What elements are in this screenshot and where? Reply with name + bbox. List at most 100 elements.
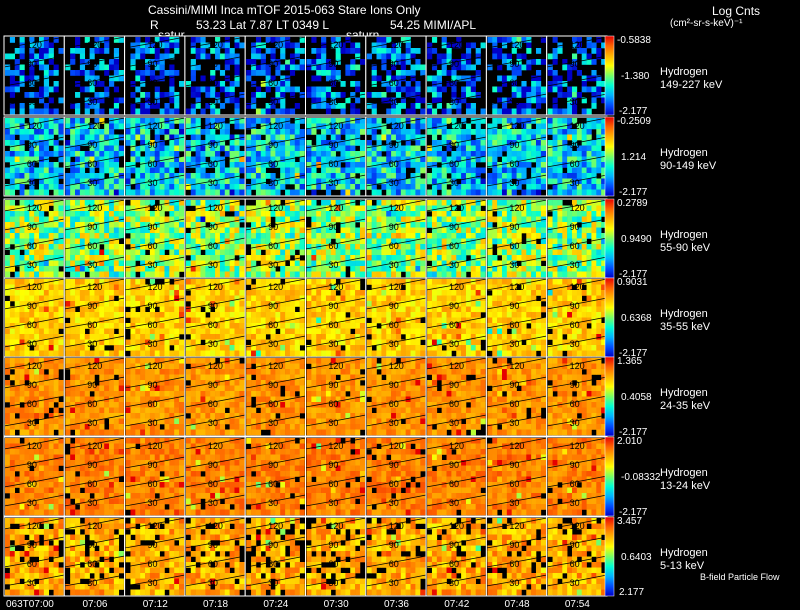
contour-label: 30 bbox=[208, 578, 218, 588]
contour-label: 30 bbox=[570, 498, 580, 508]
contour-label: 60 bbox=[148, 479, 158, 489]
colorbar-min-label: -2.177 bbox=[619, 188, 647, 198]
contour-label: 60 bbox=[328, 479, 338, 489]
contour-label: 60 bbox=[389, 159, 399, 169]
contour-label: 60 bbox=[268, 320, 278, 330]
contour-label: 30 bbox=[449, 418, 459, 428]
contour-label: 90 bbox=[449, 301, 459, 311]
contour-label: 120 bbox=[570, 361, 585, 371]
channel-row: 1209060301209060301209060301209060301209… bbox=[4, 437, 607, 516]
contour-label: 30 bbox=[148, 498, 158, 508]
contour-label: 90 bbox=[148, 301, 158, 311]
channel-energy-label: 149-227 keV bbox=[660, 79, 722, 92]
contour-label: 60 bbox=[328, 559, 338, 569]
contour-label: 90 bbox=[328, 222, 338, 232]
contour-label: 60 bbox=[148, 78, 158, 88]
contour-label: 30 bbox=[570, 418, 580, 428]
contour-label: 30 bbox=[148, 97, 158, 107]
contour-label: 120 bbox=[87, 521, 102, 531]
contour-label: 90 bbox=[389, 59, 399, 69]
channel-row: 1209060301209060301209060301209060301209… bbox=[4, 36, 607, 115]
contour-label: 60 bbox=[27, 559, 37, 569]
channel-species-label: Hydrogen bbox=[660, 308, 708, 321]
contour-label: 120 bbox=[570, 121, 585, 131]
contour-label: 30 bbox=[268, 578, 278, 588]
contour-label: 60 bbox=[449, 320, 459, 330]
contour-label: 30 bbox=[87, 339, 97, 349]
contour-label: 60 bbox=[328, 399, 338, 409]
contour-label: 120 bbox=[27, 203, 42, 213]
contour-label: 30 bbox=[148, 260, 158, 270]
contour-label: 60 bbox=[27, 159, 37, 169]
contour-label: 120 bbox=[509, 40, 524, 50]
colorbar-mid-label: 0.9490 bbox=[621, 235, 652, 245]
contour-label: 60 bbox=[208, 78, 218, 88]
contour-label: 120 bbox=[389, 521, 404, 531]
contour-label: 120 bbox=[87, 40, 102, 50]
contour-label: 120 bbox=[208, 361, 223, 371]
contour-label: 120 bbox=[27, 121, 42, 131]
colorbar-mid-label: 0.6403 bbox=[621, 553, 652, 563]
contour-label: 120 bbox=[87, 361, 102, 371]
contour-label: 60 bbox=[87, 559, 97, 569]
contour-label: 120 bbox=[389, 203, 404, 213]
contour-label: 120 bbox=[328, 40, 343, 50]
contour-label: 30 bbox=[570, 578, 580, 588]
contour-label: 60 bbox=[87, 320, 97, 330]
contour-label: 60 bbox=[148, 559, 158, 569]
colorbar bbox=[605, 36, 614, 115]
contour-label: 120 bbox=[328, 361, 343, 371]
contour-label: 30 bbox=[208, 498, 218, 508]
contour-label: 30 bbox=[148, 578, 158, 588]
colorbar bbox=[605, 117, 614, 196]
contour-label: 90 bbox=[87, 301, 97, 311]
contour-label: 120 bbox=[27, 361, 42, 371]
contour-label: 30 bbox=[148, 178, 158, 188]
channel-row: 1209060301209060301209060301209060301209… bbox=[4, 278, 607, 357]
contour-label: 30 bbox=[268, 178, 278, 188]
contour-label: 90 bbox=[268, 301, 278, 311]
contour-label: 30 bbox=[449, 178, 459, 188]
contour-label: 120 bbox=[208, 282, 223, 292]
contour-label: 120 bbox=[148, 441, 163, 451]
contour-label: 30 bbox=[27, 578, 37, 588]
colorbar-min-label: 2.177 bbox=[619, 588, 644, 598]
contour-label: 90 bbox=[208, 59, 218, 69]
colorbar-max-label: 2.010 bbox=[617, 437, 642, 447]
contour-label: 60 bbox=[449, 78, 459, 88]
colorbar bbox=[605, 357, 614, 436]
contour-label: 60 bbox=[389, 241, 399, 251]
contour-label: 60 bbox=[570, 241, 580, 251]
contour-label: 90 bbox=[509, 140, 519, 150]
contour-label: 60 bbox=[449, 559, 459, 569]
contour-label: 60 bbox=[268, 399, 278, 409]
contour-label: 120 bbox=[268, 203, 283, 213]
contour-label: 90 bbox=[509, 380, 519, 390]
contour-label: 30 bbox=[208, 260, 218, 270]
contour-label: 90 bbox=[208, 380, 218, 390]
contour-label: 90 bbox=[570, 460, 580, 470]
contour-label: 60 bbox=[328, 241, 338, 251]
contour-label: 90 bbox=[509, 222, 519, 232]
contour-label: 30 bbox=[328, 97, 338, 107]
contour-label: 30 bbox=[27, 498, 37, 508]
contour-label: 90 bbox=[208, 540, 218, 550]
contour-label: 120 bbox=[208, 203, 223, 213]
